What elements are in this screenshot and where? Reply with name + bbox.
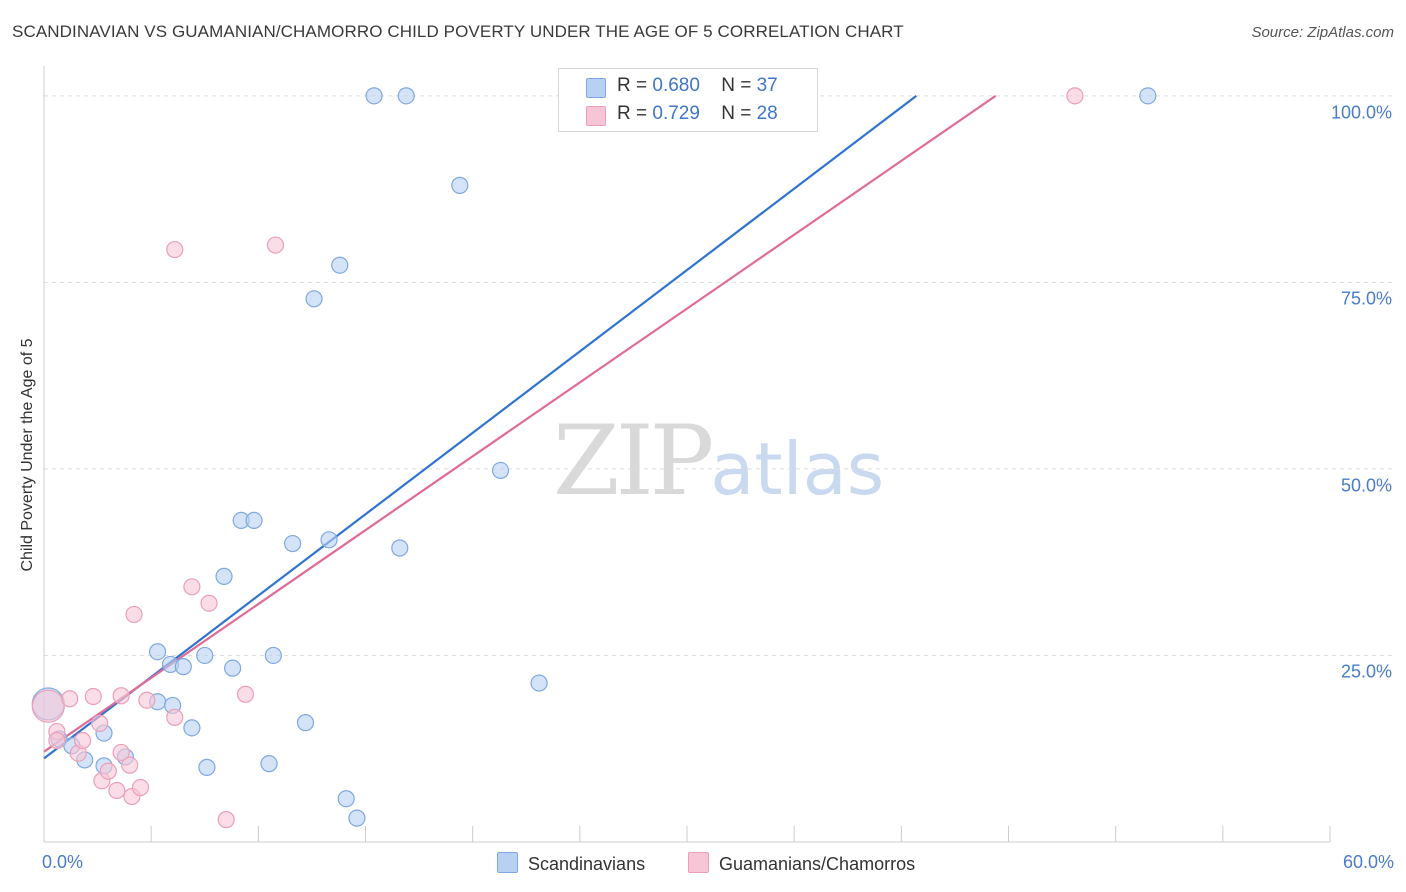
regression-line-scandinavians (43, 94, 918, 760)
legend-swatch-scandinavians (586, 78, 606, 98)
data-point-guamanians (112, 687, 130, 705)
legend-n-label: N = (721, 75, 752, 96)
data-point-scandinavians (305, 290, 323, 308)
data-point-scandinavians (284, 534, 302, 553)
data-point-scandinavians (198, 758, 216, 776)
data-point-guamanians (183, 578, 201, 596)
data-point-guamanians (112, 743, 130, 762)
data-point-guamanians (166, 240, 184, 259)
x-tick-label: 0.0% (42, 852, 84, 872)
data-point-guamanians (84, 687, 102, 706)
data-point-scandinavians (296, 714, 315, 732)
legend-n-value: 37 (756, 75, 778, 96)
legend-n-value: 28 (756, 103, 778, 124)
data-point-guamanians (125, 605, 143, 624)
bottom-legend-label: Scandinavians (528, 854, 646, 874)
data-points (31, 87, 1157, 829)
data-point-scandinavians (215, 567, 233, 585)
data-point-guamanians (31, 689, 65, 723)
bottom-legend-label: Guamanians/Chamorros (719, 854, 916, 874)
legend-r-value: 0.680 (652, 75, 700, 96)
data-point-scandinavians (530, 674, 548, 692)
bottom-legend-swatch-scandinavians (497, 852, 518, 873)
data-point-scandinavians (245, 511, 263, 530)
data-point-guamanians (266, 236, 285, 254)
data-point-guamanians (61, 690, 79, 708)
data-point-scandinavians (174, 658, 192, 676)
data-point-guamanians (99, 762, 117, 780)
data-point-scandinavians (391, 539, 409, 557)
y-tick-label: 100.0% (1330, 102, 1392, 123)
data-point-guamanians (236, 685, 255, 703)
correlation-legend: R = 0.680 N = 37 R = 0.729 N = 28 (558, 68, 818, 132)
data-point-scandinavians (491, 461, 510, 480)
bottom-legend-guamanians: Guamanians/Chamorros (688, 852, 915, 875)
data-point-guamanians (108, 781, 126, 800)
data-point-scandinavians (148, 643, 167, 661)
x-tick-label: 60.0% (1342, 852, 1394, 872)
y-tick-label: 25.0% (1340, 661, 1392, 682)
data-point-scandinavians (264, 646, 282, 665)
regression-line-guamanians (43, 94, 997, 753)
legend-row-guamanians: R = 0.729 N = 28 (586, 103, 778, 126)
y-tick-label: 75.0% (1340, 288, 1392, 309)
bottom-legend-swatch-guamanians (688, 852, 709, 873)
legend-r-label: R = (617, 103, 648, 124)
data-point-guamanians (1066, 87, 1084, 105)
chart-title: SCANDINAVIAN VS GUAMANIAN/CHAMORRO CHILD… (12, 22, 904, 41)
legend-r-label: R = (617, 75, 648, 96)
data-point-guamanians (73, 731, 92, 750)
data-point-scandinavians (337, 790, 355, 808)
bottom-legend-scandinavians: Scandinavians (497, 852, 645, 875)
y-tick-label: 50.0% (1340, 475, 1392, 496)
data-point-scandinavians (183, 719, 201, 737)
data-point-scandinavians (451, 176, 469, 194)
data-point-scandinavians (1139, 87, 1157, 105)
legend-n-label: N = (721, 103, 752, 124)
axes (43, 66, 1331, 843)
source-label: Source: ZipAtlas.com (1251, 24, 1394, 41)
regression-lines (43, 94, 997, 760)
legend-r-value: 0.729 (652, 103, 700, 124)
data-point-guamanians (166, 708, 184, 726)
data-point-scandinavians (224, 659, 242, 677)
data-point-scandinavians (348, 809, 366, 827)
data-point-scandinavians (331, 256, 349, 274)
data-point-guamanians (121, 756, 139, 774)
data-point-guamanians (200, 594, 218, 612)
data-point-guamanians (138, 691, 156, 709)
data-point-scandinavians (365, 87, 383, 105)
data-point-guamanians (91, 714, 109, 732)
data-point-scandinavians (397, 87, 415, 105)
data-point-guamanians (131, 778, 150, 797)
data-point-scandinavians (196, 646, 214, 665)
data-point-scandinavians (260, 755, 278, 773)
y-axis-label: Child Poverty Under the Age of 5 (19, 338, 36, 572)
legend-row-scandinavians: R = 0.680 N = 37 (586, 75, 778, 98)
data-point-guamanians (217, 811, 235, 829)
data-point-scandinavians (320, 531, 338, 549)
legend-swatch-guamanians (586, 106, 606, 126)
grid-lines (44, 95, 1392, 656)
watermark-zip: ZIP (553, 405, 714, 517)
data-point-guamanians (48, 731, 66, 750)
